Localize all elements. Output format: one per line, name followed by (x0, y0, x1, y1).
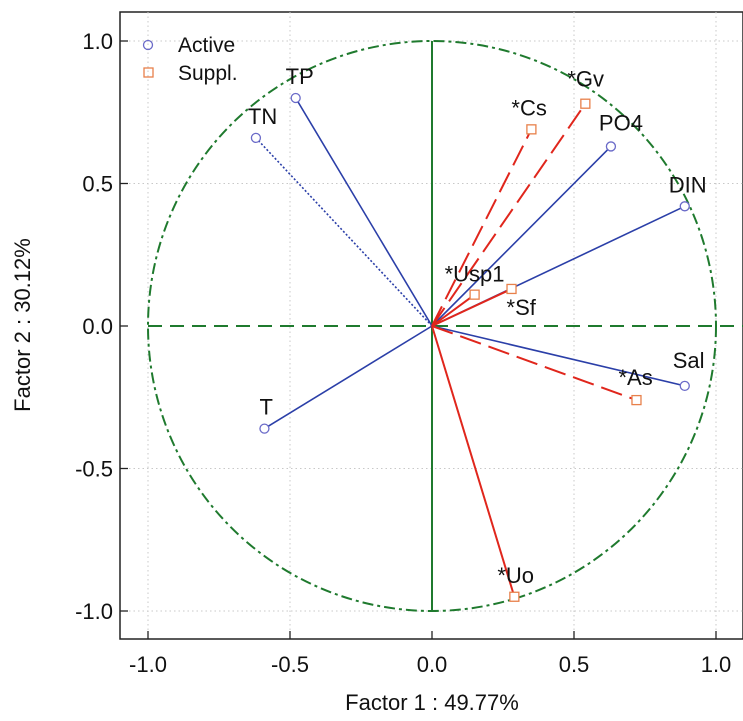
x-tick-label: 0.0 (417, 652, 448, 677)
variable-label: *Cs (511, 95, 546, 120)
vector-line (431, 288, 512, 327)
x-tick-label: -1.0 (129, 652, 167, 677)
variable-label: T (259, 395, 272, 420)
legend-suppl-label: Suppl. (178, 62, 238, 85)
vector-line (431, 325, 637, 402)
supplementary-point-marker (469, 289, 480, 300)
variable-label: DIN (669, 172, 707, 197)
vectors (250, 92, 690, 602)
supplementary-point-marker (631, 394, 642, 406)
vector-line (255, 137, 433, 327)
vector-line (431, 145, 612, 327)
vector-line (431, 293, 476, 327)
vector-line (431, 128, 533, 327)
legend-active-label: Active (178, 34, 235, 57)
vector-line (264, 325, 433, 430)
y-tick-label: -1.0 (75, 599, 113, 624)
variable-label: *Usp1 (445, 262, 505, 287)
active-point-marker (290, 92, 301, 104)
active-point-marker (679, 201, 690, 212)
supplementary-point-marker (506, 283, 517, 295)
supplementary-point-marker (580, 98, 591, 109)
variable-label: Sal (673, 348, 705, 373)
variable-label: PO4 (599, 110, 643, 135)
active-point-marker (605, 141, 617, 152)
variable-label: *Gv (567, 67, 604, 92)
supplementary-point-marker (509, 591, 520, 602)
variable-label: *Sf (507, 295, 537, 320)
variable-labels: TP TN PO4 DIN Sal T *Gv *Cs *Usp1*Sf *As *Uo (248, 64, 707, 588)
y-axis-title: Factor 2 : 30.12% (10, 238, 35, 412)
y-tick-label: 0.5 (82, 172, 113, 197)
active-point-marker (250, 132, 262, 144)
y-tick-label: 1.0 (82, 29, 113, 54)
x-tick-label: 0.5 (559, 652, 590, 677)
x-tick-label: -0.5 (271, 652, 309, 677)
supplementary-point-marker (526, 124, 537, 135)
tick-labels: -1.0 -0.5 0.0 0.5 1.0 1.0 0.5 0.0 -0.5 -1.0 (75, 29, 731, 677)
active-point-marker (679, 380, 690, 392)
legend-suppl-marker (143, 67, 154, 78)
y-tick-label: -0.5 (75, 457, 113, 482)
variable-label: *Uo (497, 563, 534, 588)
x-axis-title: Factor 1 : 49.77% (345, 690, 519, 715)
variable-label: TN (248, 104, 277, 129)
active-point-marker (259, 423, 270, 434)
x-tick-label: 1.0 (701, 652, 732, 677)
vector-line (431, 103, 587, 327)
legend-active-marker (142, 39, 154, 51)
vector-line (431, 325, 516, 598)
vector-line (294, 97, 433, 327)
legend: Active Suppl. (142, 34, 238, 85)
variable-label: *As (618, 365, 652, 390)
vector-line (431, 325, 685, 387)
y-tick-label: 0.0 (82, 314, 113, 339)
variable-label: TP (286, 64, 314, 89)
